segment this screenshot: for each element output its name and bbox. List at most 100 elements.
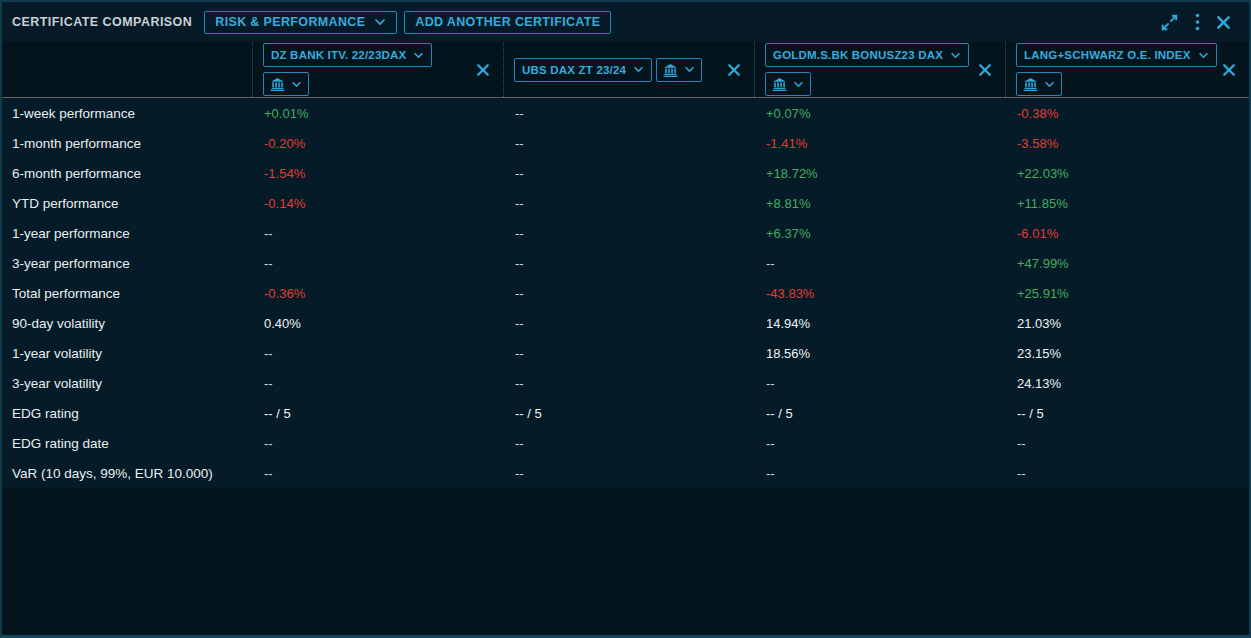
metric-label: Total performance [2,286,252,301]
metric-value: -- / 5 [503,406,754,421]
metric-value: -- [503,256,754,271]
certificate-comparison-window: CERTIFICATE COMPARISON RISK & PERFORMANC… [0,0,1251,638]
metric-label: 1-month performance [2,136,252,151]
table-row: 1-year volatility -- -- 18.56% 23.15% [2,338,1249,368]
certificate-header-buttons: DZ BANK ITV. 22/23DAX [263,43,469,96]
metric-value: -- [1005,466,1249,481]
metric-value: -3.58% [1005,136,1249,151]
metric-value: -- [252,376,503,391]
metric-value: +47.99% [1005,256,1249,271]
expand-icon[interactable] [1160,13,1179,32]
certificate-header-buttons: UBS DAX ZT 23/24 [514,58,720,82]
table-row: VaR (10 days, 99%, EUR 10.000) -- -- -- … [2,458,1249,488]
metric-label: EDG rating [2,406,252,421]
table-row: 6-month performance -1.54% -- +18.72% +2… [2,158,1249,188]
metric-value: -- [754,466,1005,481]
metric-value: -1.41% [754,136,1005,151]
add-certificate-button[interactable]: ADD ANOTHER CERTIFICATE [404,11,611,34]
metric-value: 21.03% [1005,316,1249,331]
metric-value: -- [503,166,754,181]
metric-value: -- [503,136,754,151]
table-row: 1-year performance -- -- +6.37% -6.01% [2,218,1249,248]
metric-value: +6.37% [754,226,1005,241]
issuer-bank-dropdown[interactable] [656,58,702,82]
certificate-select-dropdown[interactable]: DZ BANK ITV. 22/23DAX [263,43,432,67]
certificate-column-header: GOLDM.S.BK BONUSZ23 DAX [754,42,1005,97]
metric-value: -- [503,466,754,481]
table-row: 3-year volatility -- -- -- 24.13% [2,368,1249,398]
view-mode-dropdown[interactable]: RISK & PERFORMANCE [204,11,397,34]
close-icon[interactable] [1216,15,1231,30]
certificate-name: GOLDM.S.BK BONUSZ23 DAX [773,49,943,61]
certificate-select-dropdown[interactable]: LANG+SCHWARZ O.E. INDEX [1016,43,1217,67]
remove-certificate-button[interactable] [1222,63,1236,77]
certificate-header-buttons: GOLDM.S.BK BONUSZ23 DAX [765,43,971,96]
certificate-header-row: DZ BANK ITV. 22/23DAX [2,42,1249,98]
metric-value: -- [252,436,503,451]
issuer-bank-dropdown[interactable] [765,72,811,96]
issuer-bank-dropdown[interactable] [1016,72,1062,96]
metric-value: -- [503,106,754,121]
metric-value: +25.91% [1005,286,1249,301]
metric-label: 3-year volatility [2,376,252,391]
metric-value: +18.72% [754,166,1005,181]
metric-value: -- / 5 [252,406,503,421]
metric-value: -- [503,376,754,391]
certificate-column-header: LANG+SCHWARZ O.E. INDEX [1005,42,1249,97]
metric-value: -- [503,226,754,241]
metric-value: -- [1005,436,1249,451]
metric-value: 14.94% [754,316,1005,331]
issuer-bank-dropdown[interactable] [263,72,309,96]
comparison-table: 1-week performance +0.01% -- +0.07% -0.3… [2,98,1249,488]
remove-certificate-button[interactable] [727,63,741,77]
metric-value: -- [503,316,754,331]
chevron-down-icon [291,81,302,88]
metric-value: +22.03% [1005,166,1249,181]
metric-value: -- [252,256,503,271]
metric-label: 90-day volatility [2,316,252,331]
metric-value: -- [503,436,754,451]
metric-value: -43.83% [754,286,1005,301]
metric-value: -- [252,346,503,361]
metric-value: -1.54% [252,166,503,181]
bank-icon [1023,77,1038,91]
bank-icon [270,77,285,91]
table-row: 1-month performance -0.20% -- -1.41% -3.… [2,128,1249,158]
metric-value: 23.15% [1005,346,1249,361]
chevron-down-icon [633,66,644,73]
table-row: 3-year performance -- -- -- +47.99% [2,248,1249,278]
certificate-select-dropdown[interactable]: GOLDM.S.BK BONUSZ23 DAX [765,43,969,67]
metric-value: 18.56% [754,346,1005,361]
table-row: 1-week performance +0.01% -- +0.07% -0.3… [2,98,1249,128]
table-row: YTD performance -0.14% -- +8.81% +11.85% [2,188,1249,218]
metric-value: -- [754,376,1005,391]
chevron-down-icon [1044,81,1055,88]
certificate-name: LANG+SCHWARZ O.E. INDEX [1024,49,1191,61]
metric-value: -6.01% [1005,226,1249,241]
metric-value: -- [252,226,503,241]
kebab-menu-icon[interactable] [1195,13,1200,31]
metric-value: -- [754,436,1005,451]
certificate-select-dropdown[interactable]: UBS DAX ZT 23/24 [514,58,652,82]
metric-value: +11.85% [1005,196,1249,211]
chevron-down-icon [374,18,386,26]
certificate-column-header: DZ BANK ITV. 22/23DAX [252,42,503,97]
metric-label: 1-year volatility [2,346,252,361]
metric-value: +8.81% [754,196,1005,211]
chevron-down-icon [1198,52,1209,59]
chevron-down-icon [684,66,695,73]
metric-value: -- [754,256,1005,271]
window-controls [1160,13,1239,32]
metric-value: -- [503,286,754,301]
metric-value: 0.40% [252,316,503,331]
remove-certificate-button[interactable] [978,63,992,77]
metric-value: +0.01% [252,106,503,121]
metric-value: -- / 5 [1005,406,1249,421]
metric-value: +0.07% [754,106,1005,121]
remove-certificate-button[interactable] [476,63,490,77]
bank-icon [663,63,678,77]
top-toolbar: CERTIFICATE COMPARISON RISK & PERFORMANC… [2,2,1249,42]
metric-label: VaR (10 days, 99%, EUR 10.000) [2,466,252,481]
certificate-name: DZ BANK ITV. 22/23DAX [271,49,406,61]
view-mode-label: RISK & PERFORMANCE [215,15,365,29]
